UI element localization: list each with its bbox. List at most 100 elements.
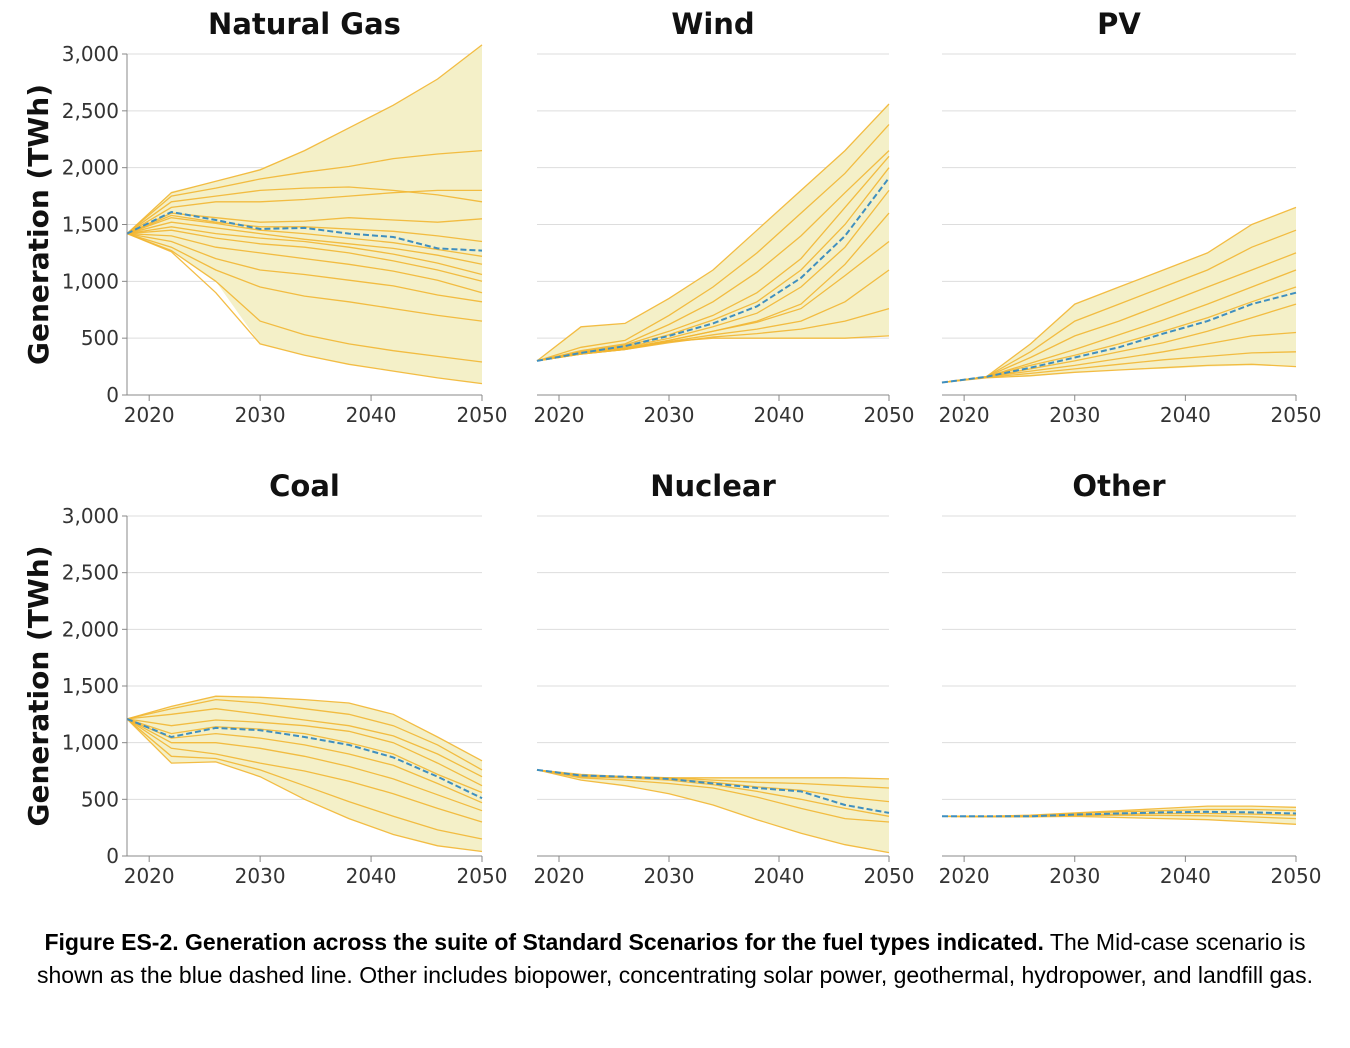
midcase-line — [942, 810, 1297, 818]
scenario-line — [536, 155, 890, 362]
y-tick-label: 2,000 — [62, 617, 119, 641]
x-tick-label: 2040 — [346, 864, 397, 888]
x-tick-label: 2020 — [124, 403, 175, 427]
figure-caption: Figure ES-2. Generation across the suite… — [20, 926, 1330, 992]
panel-other: 2020 2030 2040 2050 Other — [939, 469, 1322, 888]
x-tick-label: 2040 — [1160, 403, 1211, 427]
scenario-line — [941, 269, 1297, 384]
panel-title: Coal — [269, 469, 340, 503]
scenario-line — [126, 718, 483, 787]
scenario-line — [536, 769, 890, 854]
x-tick-label: 2050 — [1271, 403, 1322, 427]
scenario-line — [941, 229, 1297, 384]
scenario-line — [126, 718, 483, 823]
scenario-line — [126, 718, 483, 804]
scenario-line — [536, 335, 890, 362]
x-tick-label: 2020 — [124, 864, 175, 888]
panel-coal: 2020 2030 2040 2050 Coal 0 500 1,000 1,500 2,000 2… — [22, 469, 507, 888]
midcase-line — [536, 177, 890, 362]
panel-natural-gas: 2020 2030 2040 2050 Natural Gas 0 500 1,000 1,50… — [22, 7, 507, 427]
x-tick-label: 2020 — [534, 403, 585, 427]
panel-title: PV — [1097, 7, 1141, 41]
midcase-line — [126, 717, 483, 800]
scenario-line — [536, 769, 890, 823]
scenario-line — [536, 769, 890, 817]
scenario-line — [941, 331, 1297, 384]
scenario-line — [126, 698, 483, 771]
x-tick-label: 2040 — [754, 403, 805, 427]
y-tick-label: 1,000 — [62, 731, 119, 755]
y-axis-title: Generation (TWh) — [22, 545, 55, 826]
scenario-line — [126, 226, 483, 276]
x-tick-label: 2020 — [939, 864, 990, 888]
scenario-line — [126, 718, 483, 840]
scenario-line — [126, 186, 483, 235]
x-tick-label: 2050 — [457, 403, 508, 427]
scenario-line — [126, 214, 483, 243]
scenario-line — [126, 221, 483, 265]
x-tick-label: 2050 — [1271, 864, 1322, 888]
scenario-line — [126, 149, 483, 235]
y-tick-label: 500 — [81, 326, 119, 350]
x-tick-label: 2030 — [1049, 403, 1100, 427]
x-tick-label: 2030 — [235, 403, 286, 427]
midcase-line — [536, 768, 890, 814]
scenario-line — [126, 232, 483, 294]
scenario-line — [126, 229, 483, 282]
y-tick-label: 2,500 — [62, 99, 119, 123]
scenario-line — [126, 189, 482, 235]
scenario-line — [536, 150, 890, 362]
y-axis-title: Generation (TWh) — [22, 84, 55, 365]
scenario-range-band — [942, 207, 1296, 383]
x-tick-label: 2030 — [1049, 864, 1100, 888]
scenario-line — [126, 232, 483, 322]
scenario-line — [941, 363, 1297, 384]
scenario-line — [126, 232, 483, 303]
scenario-line — [126, 718, 483, 853]
x-tick-label: 2040 — [1160, 864, 1211, 888]
scenario-line — [941, 206, 1297, 384]
panel-wind: 2020 2030 2040 2050 Wind — [534, 7, 915, 427]
scenario-line — [536, 124, 890, 362]
y-tick-label: 1,000 — [62, 269, 119, 293]
scenario-line — [126, 232, 483, 385]
panel-title: Natural Gas — [208, 7, 401, 41]
scenario-line — [126, 217, 483, 257]
y-tick-label: 3,000 — [62, 504, 119, 528]
scenario-line — [126, 708, 483, 778]
scenario-line — [126, 695, 483, 762]
scenario-line — [941, 351, 1297, 384]
panel-title: Nuclear — [650, 469, 776, 503]
scenario-line — [941, 252, 1297, 384]
scenario-range-band — [127, 696, 482, 852]
x-tick-label: 2020 — [534, 864, 585, 888]
panel-nuclear: 2020 2030 2040 2050 Nuclear — [534, 469, 915, 888]
x-tick-label: 2050 — [864, 864, 915, 888]
x-tick-label: 2040 — [754, 864, 805, 888]
panel-pv: 2020 2030 2040 2050 PV — [939, 7, 1322, 427]
caption-bold: Figure ES-2. Generation across the suite… — [44, 929, 1044, 955]
x-tick-label: 2030 — [644, 403, 695, 427]
y-tick-label: 500 — [81, 787, 119, 811]
scenario-line — [126, 718, 483, 812]
scenario-range-band — [127, 44, 482, 384]
x-tick-label: 2040 — [346, 403, 397, 427]
panel-title: Other — [1072, 469, 1166, 503]
panel-title: Wind — [671, 7, 754, 41]
scenario-line — [536, 103, 890, 362]
scenario-line — [126, 232, 483, 363]
x-tick-label: 2020 — [939, 403, 990, 427]
y-tick-label: 0 — [106, 844, 119, 868]
y-tick-label: 3,000 — [62, 42, 119, 66]
figure-small-multiples: 2020 2030 2040 2050 Natural Gas 0 500 1,000 1,50… — [22, 7, 1322, 888]
midcase-line — [941, 291, 1297, 384]
scenario-range-band — [537, 104, 889, 361]
scenario-line — [126, 44, 483, 235]
x-tick-label: 2050 — [457, 864, 508, 888]
y-tick-label: 1,500 — [62, 674, 119, 698]
x-tick-label: 2030 — [644, 864, 695, 888]
y-tick-label: 0 — [106, 383, 119, 407]
x-tick-label: 2050 — [864, 403, 915, 427]
y-tick-label: 2,000 — [62, 156, 119, 180]
scenario-line — [126, 718, 483, 794]
